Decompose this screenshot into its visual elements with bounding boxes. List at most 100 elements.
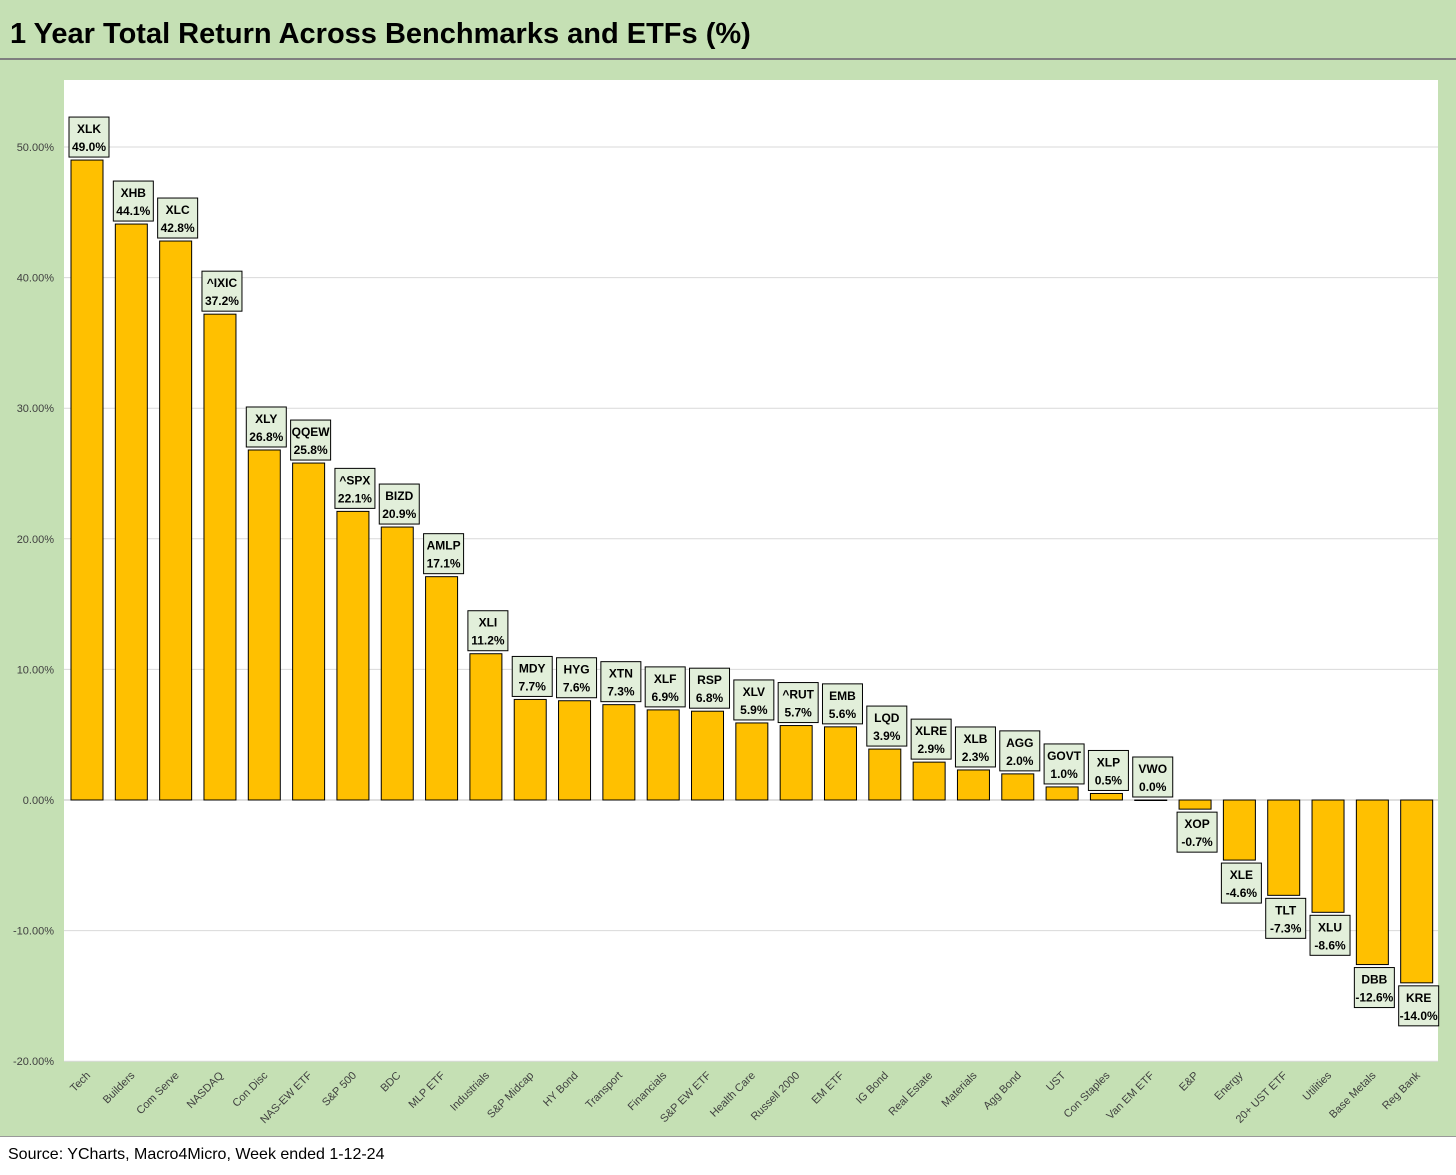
data-label-value: -8.6%	[1314, 938, 1346, 952]
data-label-ticker: XLY	[255, 412, 277, 426]
bar-govt	[1045, 786, 1079, 801]
y-tick-label: 0.00%	[23, 795, 54, 807]
data-label-ticker: XLU	[1318, 920, 1342, 934]
bar-dbb	[1355, 799, 1389, 966]
bar-mdy	[513, 698, 547, 801]
data-label-box	[423, 533, 465, 575]
bar-lqd	[868, 748, 902, 801]
data-label-value: 2.3%	[962, 750, 990, 764]
data-label-ticker: HYG	[564, 663, 590, 677]
x-tick-label: NASDAQ	[185, 1069, 227, 1111]
data-label: HYG 7.6%	[556, 657, 598, 699]
data-label-box	[157, 197, 199, 239]
data-label-value: -4.6%	[1226, 886, 1258, 900]
data-label-box	[1265, 897, 1307, 939]
data-label: XLRE 2.9%	[910, 718, 952, 760]
x-tick-label: S&P 500	[320, 1070, 359, 1109]
data-label-ticker: AGG	[1006, 736, 1033, 750]
data-label: XLI 11.2%	[467, 610, 509, 652]
data-label-ticker: XLE	[1230, 868, 1253, 882]
data-label-box	[821, 683, 863, 725]
data-label-value: 25.8%	[294, 443, 328, 457]
x-tick-label: Materials	[940, 1069, 980, 1109]
data-label-ticker: QQEW	[292, 425, 331, 439]
data-label-value: 7.6%	[563, 681, 591, 695]
data-label-value: 6.8%	[696, 691, 724, 705]
bar-xlv	[735, 722, 769, 801]
y-tick-label: 10.00%	[17, 664, 55, 676]
data-label-value: 17.1%	[427, 557, 461, 571]
data-label: XLK 49.0%	[68, 116, 110, 158]
bar-xhb	[114, 223, 148, 801]
x-tick-label: Com Serve	[134, 1070, 181, 1117]
data-label-box	[866, 705, 908, 747]
data-label: LQD 3.9%	[866, 705, 908, 747]
data-label-box	[733, 679, 775, 721]
data-label-ticker: TLT	[1275, 903, 1297, 917]
data-label-box	[290, 419, 332, 461]
bar-vwo	[1134, 799, 1168, 801]
bar-agg	[1001, 773, 1035, 801]
x-tick-label: Energy	[1212, 1069, 1245, 1102]
data-label: XOP -0.7%	[1176, 811, 1218, 853]
x-tick-label: UST	[1044, 1069, 1068, 1093]
data-label-value: 2.9%	[917, 742, 945, 756]
data-label-ticker: MDY	[519, 661, 546, 675]
data-label-box	[954, 726, 996, 768]
data-label: XLY 26.8%	[245, 406, 287, 448]
data-label-value: 0.0%	[1139, 780, 1167, 794]
bar-xtn	[602, 704, 636, 801]
data-label: ^IXIC 37.2%	[201, 270, 243, 312]
source-note: Source: YCharts, Macro4Micro, Week ended…	[8, 1146, 385, 1163]
data-label-box	[1043, 743, 1085, 785]
data-label: VWO 0.0%	[1132, 756, 1174, 798]
bar-kre	[1400, 799, 1434, 984]
y-tick-label: 40.00%	[17, 273, 55, 285]
x-tick-label: Real Estate	[887, 1070, 936, 1119]
data-label-box	[1353, 967, 1395, 1009]
data-label-value: 26.8%	[249, 430, 283, 444]
data-label-value: 37.2%	[205, 294, 239, 308]
data-label-box	[556, 657, 598, 699]
data-label: EMB 5.6%	[821, 683, 863, 725]
data-label: XLV 5.9%	[733, 679, 775, 721]
data-label: DBB -12.6%	[1353, 967, 1395, 1009]
y-tick-label: -10.00%	[13, 926, 54, 938]
data-label-ticker: ^IXIC	[207, 276, 238, 290]
y-tick-label: -20.00%	[13, 1056, 54, 1068]
x-tick-label: IG Bond	[854, 1070, 891, 1107]
data-label: AGG 2.0%	[999, 730, 1041, 772]
bar-chart: 50.00% 40.00% 30.00% 20.00% 10.00% 0.00% -10.0…	[13, 80, 1440, 1126]
data-label: XLU -8.6%	[1309, 914, 1351, 956]
data-label-ticker: GOVT	[1047, 749, 1082, 763]
data-label-box	[511, 655, 553, 697]
x-tick-label: Builders	[101, 1069, 138, 1106]
data-label-value: 1.0%	[1050, 767, 1078, 781]
data-label-value: 0.5%	[1095, 773, 1123, 787]
data-label-ticker: EMB	[829, 689, 856, 703]
data-label: XLE -4.6%	[1220, 862, 1262, 904]
data-label-ticker: XLC	[166, 203, 190, 217]
bar-xlu	[1311, 799, 1345, 913]
data-label-box	[1309, 914, 1351, 956]
data-label-box	[112, 180, 154, 222]
data-label-value: 5.9%	[740, 703, 768, 717]
bar-amlp	[425, 576, 459, 801]
bar-xlre	[912, 761, 946, 801]
data-label: AMLP 17.1%	[423, 533, 465, 575]
x-tick-label: Industrials	[448, 1069, 492, 1113]
data-label-value: 5.6%	[829, 707, 857, 721]
x-tick-label: E&P	[1177, 1070, 1201, 1094]
data-label-ticker: XOP	[1184, 817, 1209, 831]
x-tick-label: Con Disc	[230, 1069, 270, 1109]
x-tick-label: HY Bond	[541, 1070, 580, 1109]
data-label-box	[689, 667, 731, 709]
y-tick-label: 30.00%	[17, 403, 55, 415]
data-label: XLB 2.3%	[954, 726, 996, 768]
x-tick-label: Utilities	[1301, 1069, 1335, 1103]
data-label-ticker: XLV	[743, 685, 765, 699]
data-label: QQEW 25.8%	[290, 419, 332, 461]
bar-xop	[1178, 799, 1212, 810]
bar-xlc	[159, 240, 193, 801]
bar-xlf	[646, 709, 680, 801]
